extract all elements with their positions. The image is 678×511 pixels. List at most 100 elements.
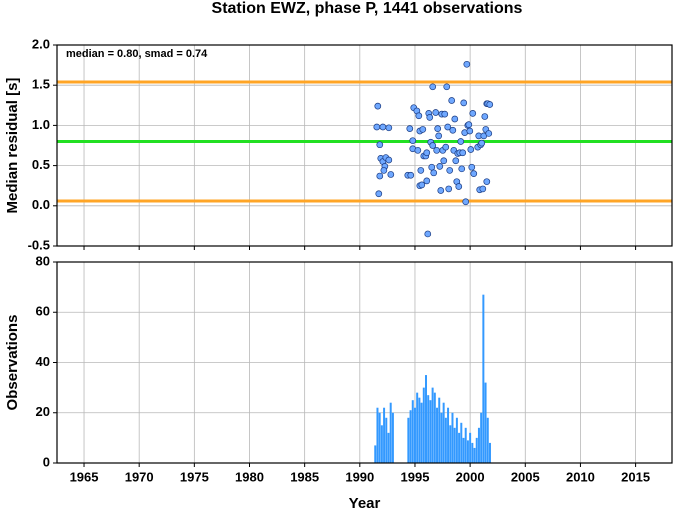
chart-title: Station EWZ, phase P, 1441 observations (212, 0, 523, 17)
data-point (430, 169, 438, 177)
data-point (460, 99, 468, 107)
data-point (462, 198, 470, 206)
data-point (375, 190, 383, 198)
data-point (479, 185, 487, 193)
bar (486, 417, 489, 463)
data-point (451, 115, 459, 123)
x-tick-label: 1990 (345, 469, 374, 484)
bar (444, 417, 447, 463)
data-point (428, 163, 436, 171)
data-point (443, 83, 451, 91)
y-tick-label: 40 (36, 354, 50, 369)
y-tick-label: 0.5 (32, 157, 50, 172)
data-point (407, 171, 415, 179)
y-axis-label: Observations (4, 315, 21, 411)
bar (458, 432, 461, 463)
bar (418, 397, 421, 463)
y-tick-label: 20 (36, 404, 50, 419)
data-point (467, 146, 475, 153)
data-point (435, 132, 443, 140)
data-point (442, 143, 450, 151)
data-point (379, 123, 387, 131)
bar (466, 440, 469, 463)
data-point (376, 141, 384, 149)
frame (56, 261, 673, 464)
data-point (414, 146, 422, 154)
data-point (432, 109, 440, 116)
data-point (433, 146, 441, 154)
data-point (387, 171, 395, 178)
bar (455, 417, 458, 463)
data-point (409, 137, 417, 145)
data-point (445, 185, 453, 193)
data-point (485, 130, 493, 137)
data-point (385, 156, 393, 164)
bar (383, 407, 386, 463)
bar (453, 427, 456, 463)
data-point (429, 83, 437, 91)
bar (460, 422, 463, 463)
frame (56, 44, 673, 247)
data-point (376, 172, 384, 180)
bar (391, 412, 394, 463)
bar (420, 402, 423, 463)
bar (429, 400, 432, 463)
data-point (434, 125, 442, 132)
data-point (481, 113, 489, 120)
data-point (423, 177, 431, 185)
bar (473, 447, 476, 463)
data-point (478, 139, 486, 147)
x-tick-label: 1970 (125, 469, 154, 484)
x-axis-label: Year (349, 495, 381, 511)
data-point (374, 102, 382, 110)
x-tick-label: 2005 (511, 469, 540, 484)
bar (451, 412, 454, 463)
data-point (470, 170, 478, 177)
data-point (483, 178, 491, 186)
data-point (437, 187, 445, 194)
bar (449, 425, 452, 463)
x-tick-label: 2000 (456, 469, 485, 484)
bar (482, 294, 485, 463)
y-tick-label: 80 (36, 253, 50, 268)
bar (380, 425, 383, 463)
data-point (385, 124, 393, 132)
data-point (468, 163, 476, 171)
data-point (455, 183, 463, 190)
bar (469, 432, 472, 463)
data-point (446, 167, 454, 174)
bar (488, 442, 491, 463)
bar (376, 407, 379, 463)
bar (389, 402, 392, 463)
data-point (429, 142, 437, 149)
bar (475, 437, 478, 463)
data-point (419, 126, 427, 133)
bar (471, 442, 474, 463)
data-point (466, 127, 474, 135)
y-tick-label: 1.5 (32, 77, 50, 92)
bar (425, 375, 427, 463)
data-point (423, 149, 431, 157)
data-point (465, 121, 473, 128)
bar (436, 407, 439, 463)
y-tick-label: -0.5 (28, 237, 50, 252)
x-tick-label: 1985 (290, 469, 319, 484)
bar (438, 397, 441, 463)
data-point (426, 114, 434, 121)
bar (413, 407, 416, 463)
y-tick-label: 0.0 (32, 197, 50, 212)
data-point (463, 60, 471, 68)
bar (407, 417, 410, 463)
data-point (417, 167, 425, 174)
data-point (440, 157, 448, 165)
bar (484, 382, 487, 463)
data-point (415, 112, 423, 120)
plot-area (57, 45, 672, 246)
bar (480, 412, 483, 463)
data-point (486, 101, 494, 108)
x-tick-label: 1980 (235, 469, 264, 484)
y-tick-label: 60 (36, 304, 50, 319)
data-point (444, 123, 452, 131)
data-point (459, 149, 467, 157)
